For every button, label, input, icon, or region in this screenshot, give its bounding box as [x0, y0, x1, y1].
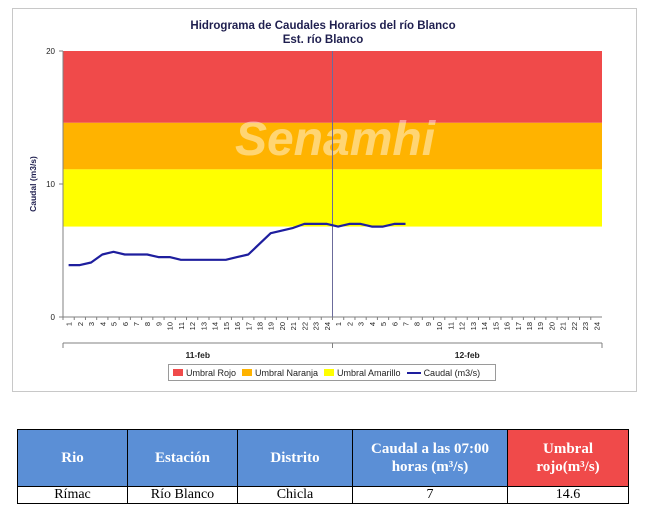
cell-umbral-rojo: 14.6 — [507, 486, 629, 504]
x-tick-label: 19 — [536, 322, 545, 330]
x-tick-label: 15 — [491, 322, 500, 330]
x-tick-label: 21 — [559, 322, 568, 330]
y-tick-label: 20 — [46, 47, 55, 56]
x-tick-label: 18 — [525, 322, 534, 330]
x-tick-label: 7 — [132, 322, 141, 326]
y-axis-label: Caudal (m3/s) — [28, 156, 38, 212]
legend-label-amarillo: Umbral Amarillo — [337, 367, 401, 378]
table-row: Rímac Río Blanco Chicla 7 14.6 — [17, 486, 629, 504]
x-tick-label: 22 — [570, 322, 579, 330]
legend-item-caudal: Caudal (m3/s) — [406, 367, 481, 378]
x-tick-label: 20 — [278, 322, 287, 330]
legend-item-amarillo: Umbral Amarillo — [324, 368, 401, 378]
day-label: 11-feb — [185, 350, 210, 360]
legend-swatch-amarillo — [324, 369, 335, 376]
x-tick-label: 5 — [110, 322, 119, 326]
x-tick-label: 24 — [592, 322, 601, 330]
header-estacion: Estación — [127, 429, 238, 487]
table-header-row: Rio Estación Distrito Caudal a las 07:00… — [17, 429, 629, 487]
header-umbral-rojo: Umbral rojo(m³/s) — [507, 429, 629, 487]
cell-distrito: Chicla — [237, 486, 353, 504]
x-tick-label: 10 — [435, 322, 444, 330]
x-tick-label: 2 — [345, 322, 354, 326]
x-tick-label: 7 — [401, 322, 410, 326]
x-tick-label: 17 — [514, 322, 523, 330]
header-rio: Rio — [17, 429, 128, 487]
x-tick-label: 23 — [581, 322, 590, 330]
x-tick-label: 19 — [267, 322, 276, 330]
series-line-0 — [68, 222, 406, 267]
chart-legend: Umbral Rojo Umbral Naranja Umbral Amaril… — [168, 364, 496, 381]
x-tick-label: 6 — [390, 322, 399, 326]
header-distrito: Distrito — [237, 429, 353, 487]
legend-label-naranja: Umbral Naranja — [255, 367, 319, 378]
legend-label-rojo: Umbral Rojo — [186, 367, 237, 378]
x-tick-label: 2 — [76, 322, 85, 326]
x-tick-label: 4 — [368, 322, 377, 326]
x-tick-label: 9 — [154, 322, 163, 326]
x-tick-label: 1 — [334, 322, 343, 326]
x-tick-label: 23 — [312, 322, 321, 330]
x-tick-label: 8 — [413, 322, 422, 326]
x-tick-label: 3 — [87, 322, 96, 326]
legend-swatch-naranja — [242, 369, 253, 376]
header-caudal: Caudal a las 07:00 horas (m³/s) — [352, 429, 508, 487]
chart-title: Hidrograma de Caudales Horarios del río … — [190, 20, 456, 32]
x-tick-label: 1 — [65, 322, 74, 326]
x-tick-label: 22 — [300, 322, 309, 330]
cell-caudal: 7 — [352, 486, 508, 504]
x-tick-label: 17 — [244, 322, 253, 330]
x-tick-label: 21 — [289, 322, 298, 330]
x-tick-label: 15 — [222, 322, 231, 330]
legend-swatch-rojo — [173, 369, 183, 376]
y-tick-label: 0 — [51, 313, 56, 322]
x-tick-label: 9 — [424, 322, 433, 326]
x-tick-label: 12 — [188, 322, 197, 330]
legend-item-rojo: Umbral Rojo — [173, 368, 236, 378]
x-tick-label: 24 — [323, 322, 332, 330]
watermark-text: Senamhi — [235, 113, 437, 166]
x-tick-label: 18 — [256, 322, 265, 330]
x-tick-label: 12 — [458, 322, 467, 330]
x-tick-label: 5 — [379, 322, 388, 326]
x-tick-label: 11 — [177, 322, 186, 330]
y-tick-label: 10 — [46, 180, 55, 189]
x-tick-label: 4 — [98, 322, 107, 326]
legend-item-naranja: Umbral Naranja — [242, 368, 318, 378]
station-table: Rio Estación Distrito Caudal a las 07:00… — [17, 429, 629, 504]
x-tick-label: 16 — [233, 322, 242, 330]
legend-line-caudal — [406, 371, 421, 374]
x-tick-label: 20 — [547, 322, 556, 330]
x-tick-label: 14 — [211, 322, 220, 330]
x-tick-label: 11 — [446, 322, 455, 330]
x-tick-label: 13 — [469, 322, 478, 330]
legend-label-caudal: Caudal (m3/s) — [423, 367, 481, 378]
x-tick-label: 14 — [480, 322, 489, 330]
x-tick-label: 8 — [143, 322, 152, 326]
day-label: 12-feb — [455, 350, 480, 360]
x-tick-label: 16 — [503, 322, 512, 330]
x-tick-label: 6 — [121, 322, 130, 326]
cell-rio: Rímac — [17, 486, 128, 504]
x-tick-label: 10 — [166, 322, 175, 330]
cell-estacion: Río Blanco — [127, 486, 238, 504]
x-tick-label: 3 — [357, 322, 366, 326]
chart-subtitle: Est. río Blanco — [282, 34, 364, 46]
x-tick-label: 13 — [199, 322, 208, 330]
